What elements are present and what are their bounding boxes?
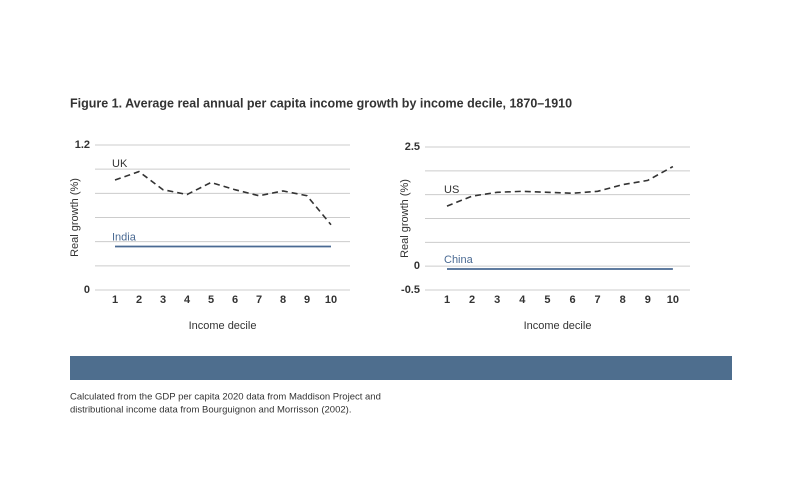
y-tick-label: 0 [84, 284, 90, 296]
x-tick-label: 9 [304, 294, 310, 306]
x-tick-label: 8 [280, 294, 286, 306]
x-tick-label: 5 [544, 294, 550, 306]
x-axis-label: Income decile [189, 320, 257, 332]
y-axis-label: Real growth (%) [69, 178, 81, 257]
x-tick-label: 3 [494, 294, 500, 306]
x-tick-label: 5 [208, 294, 214, 306]
x-tick-label: 4 [184, 294, 191, 306]
series-label: US [444, 184, 459, 196]
x-tick-label: 7 [256, 294, 262, 306]
x-tick-label: 9 [645, 294, 651, 306]
y-axis-label: Real growth (%) [399, 179, 411, 258]
x-tick-label: 10 [667, 294, 679, 306]
x-tick-label: 7 [595, 294, 601, 306]
series-label: India [112, 231, 137, 243]
y-tick-label: 0 [414, 260, 420, 272]
x-tick-label: 6 [232, 294, 238, 306]
x-tick-label: 3 [160, 294, 166, 306]
series-label: China [444, 254, 474, 266]
series-label: UK [112, 158, 128, 170]
footnote: distributional income data from Bourguig… [70, 405, 351, 416]
series-line [114, 170, 332, 226]
x-axis-label: Income decile [524, 320, 592, 332]
x-tick-label: 10 [325, 294, 337, 306]
x-tick-label: 6 [569, 294, 575, 306]
series-line [446, 165, 674, 207]
banner [70, 356, 732, 380]
figure-title: Figure 1. Average real annual per capita… [70, 96, 572, 110]
y-tick-label: -0.5 [401, 284, 420, 296]
y-tick-label: 2.5 [405, 141, 420, 153]
footnote: Calculated from the GDP per capita 2020 … [70, 392, 381, 403]
x-tick-label: 4 [519, 294, 526, 306]
x-tick-label: 2 [136, 294, 142, 306]
x-tick-label: 8 [620, 294, 626, 306]
y-tick-label: 1.2 [75, 139, 90, 151]
x-tick-label: 2 [469, 294, 475, 306]
x-tick-label: 1 [112, 294, 118, 306]
x-tick-label: 1 [444, 294, 450, 306]
